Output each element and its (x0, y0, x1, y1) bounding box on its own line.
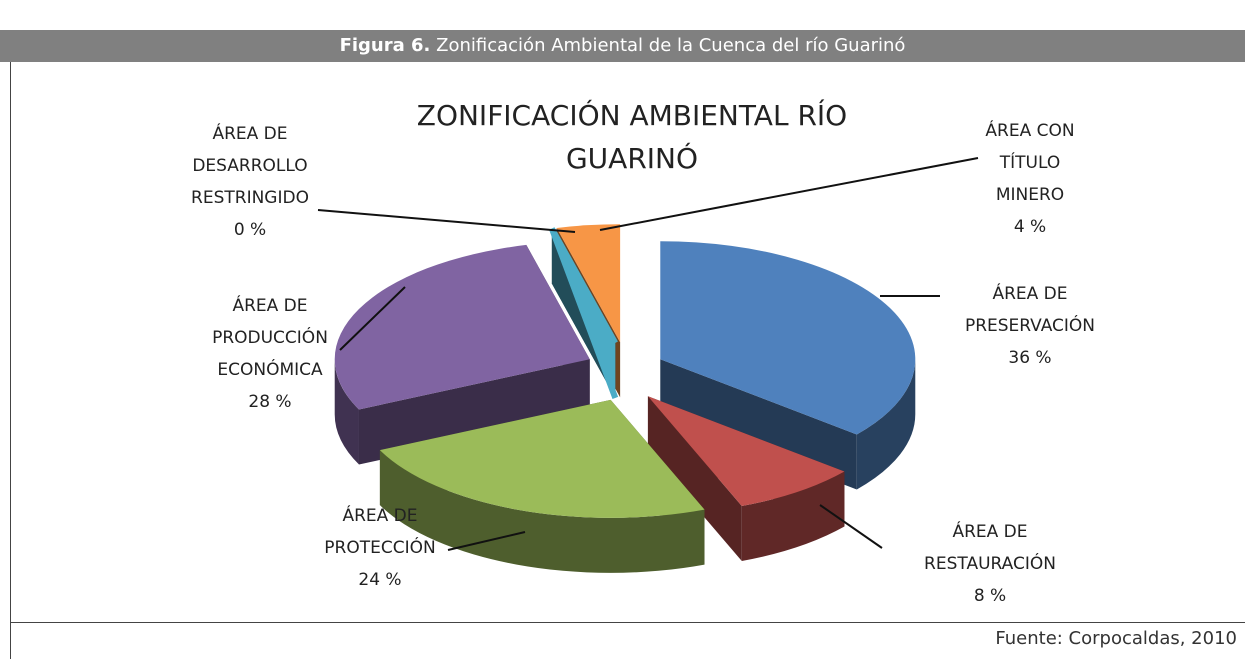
data-label: ÁREA CON TÍTULO MINERO 4 % (975, 115, 1085, 243)
value-label: 4 % (1013, 217, 1047, 237)
slice (660, 241, 916, 490)
data-label: ÁREA DE RESTAURACIÓN 8 % (915, 516, 1065, 612)
data-label: ÁREA DE PRESERVACIÓN 36 % (955, 278, 1105, 374)
slice-top (556, 224, 621, 343)
caption: Zonificación Ambiental de la Cuenca del … (436, 35, 906, 56)
leader-line (819, 504, 883, 549)
slice-top (647, 396, 845, 506)
value-label: 36 % (1008, 348, 1052, 368)
slice (647, 396, 845, 561)
category-label: ÁREA DE DESARROLLO RESTRINGIDO (191, 124, 309, 208)
leader-line (599, 157, 979, 231)
value-label: 8 % (973, 586, 1007, 606)
frame (10, 62, 1245, 659)
slice (379, 399, 705, 573)
category-label: ÁREA DE PRODUCCIÓN ECONÓMICA (212, 296, 328, 380)
category-label: ÁREA DE PRESERVACIÓN (964, 284, 1096, 336)
slice-side (856, 359, 916, 490)
slice-top (660, 241, 916, 435)
slice (549, 227, 619, 399)
value-label: 0 % (233, 220, 267, 240)
slice-side (379, 450, 705, 573)
source: Fuente: Corpocaldas, 2010 (995, 628, 1237, 649)
category-label: ÁREA CON TÍTULO MINERO (985, 121, 1075, 205)
slice-top (334, 244, 590, 410)
slice-side (334, 359, 359, 465)
footer-rule (10, 622, 1245, 623)
leader-line (317, 209, 576, 233)
slice-top (379, 399, 705, 518)
slice-side (741, 471, 845, 561)
slice (334, 244, 590, 465)
value-label: 24 % (358, 570, 402, 590)
data-label: ÁREA DE DESARROLLO RESTRINGIDO 0 % (180, 118, 320, 246)
data-label: ÁREA DE PRODUCCIÓN ECONÓMICA 28 % (195, 290, 345, 418)
category-label: ÁREA DE RESTAURACIÓN (924, 522, 1056, 574)
data-label: ÁREA DE PROTECCIÓN 24 % (310, 500, 450, 596)
leader-line (339, 286, 406, 351)
leader-line (447, 531, 526, 551)
figure-number: Figura 6. (339, 35, 431, 56)
header-bar: Figura 6. Zonificación Ambiental de la C… (0, 30, 1245, 62)
slice-cut-face (358, 359, 590, 465)
value-label: 28 % (248, 392, 292, 412)
category-label: ÁREA DE PROTECCIÓN (324, 506, 436, 558)
chart-title: ZONIFICACIÓN AMBIENTAL RÍO GUARINÓ (416, 99, 848, 175)
slice-cut-face (660, 359, 857, 490)
slice-cut-face (647, 396, 742, 561)
slice-top (549, 227, 619, 399)
